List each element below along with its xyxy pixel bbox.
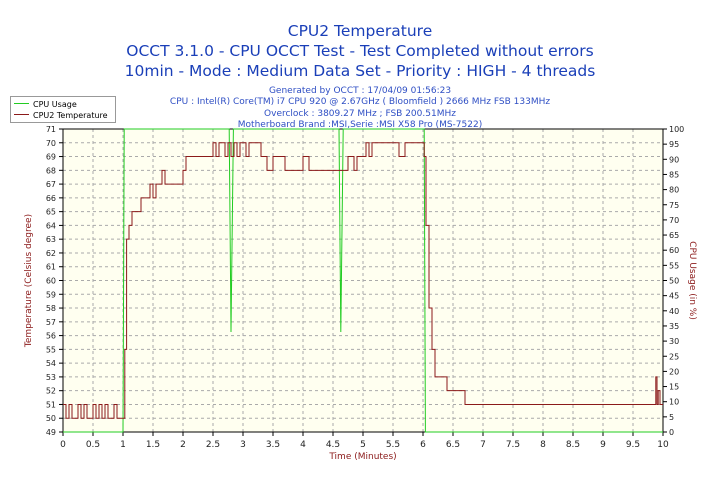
x-tick-label: 7.5 (506, 440, 520, 450)
y2-tick-label: 65 (669, 231, 679, 240)
y2-tick-label: 15 (669, 383, 679, 392)
x-tick-label: 5.5 (386, 440, 400, 450)
chart-header: CPU2 Temperature OCCT 3.1.0 - CPU OCCT T… (0, 0, 720, 131)
y-tick-label: 67 (46, 180, 56, 189)
y2-tick-label: 90 (669, 155, 679, 164)
legend-label-cpu-usage: CPU Usage (33, 100, 77, 109)
y-tick-label: 54 (46, 359, 56, 368)
y-tick-label: 59 (46, 290, 56, 299)
y2-tick-label: 20 (669, 367, 679, 376)
y2-tick-label: 70 (669, 216, 679, 225)
y-tick-label: 55 (46, 345, 56, 354)
y-tick-label: 68 (46, 166, 56, 175)
x-tick-label: 1.5 (146, 440, 160, 450)
y2-tick-label: 100 (669, 125, 684, 134)
y-axis-label: Temperature (Celsius degree) (24, 214, 34, 348)
x-tick-label: 4.5 (326, 440, 340, 450)
chart-subtitle-1: OCCT 3.1.0 - CPU OCCT Test - Test Comple… (126, 42, 594, 60)
y-tick-label: 50 (46, 414, 56, 423)
y-tick-label: 53 (46, 373, 56, 382)
x-tick-label: 5 (360, 440, 366, 450)
y-tick-label: 64 (46, 221, 56, 230)
y-tick-label: 56 (46, 332, 56, 341)
x-tick-label: 8 (540, 440, 546, 450)
x-tick-label: 1 (120, 440, 126, 450)
series-line-cpu2-temperature (63, 142, 663, 419)
x-tick-label: 3 (240, 440, 246, 450)
y-tick-label: 60 (46, 277, 56, 286)
y2-tick-label: 5 (669, 413, 674, 422)
x-axis-label: Time (Minutes) (328, 452, 396, 462)
y2-tick-label: 50 (669, 277, 679, 286)
y-tick-label: 58 (46, 304, 56, 313)
x-tick-label: 10 (657, 440, 669, 450)
y2-axis-label: CPU Usage (in %) (687, 241, 697, 320)
y2-tick-label: 25 (669, 352, 679, 361)
legend-swatch-cpu2-temperature (14, 114, 29, 115)
y2-tick-label: 60 (669, 246, 679, 255)
y-tick-label: 52 (46, 387, 56, 396)
chart-subtitle-2: 10min - Mode : Medium Data Set - Priorit… (124, 62, 596, 80)
y-tick-label: 65 (46, 208, 56, 217)
x-tick-label: 2 (180, 440, 186, 450)
legend-item-cpu2-temperature: CPU2 Temperature (14, 110, 108, 121)
y-tick-label: 62 (46, 249, 56, 258)
x-tick-label: 0 (60, 440, 66, 450)
overclock-line: Overclock : 3809.27 MHz ; FSB 200.51MHz (264, 108, 456, 119)
x-tick-label: 9.5 (626, 440, 640, 450)
y2-tick-label: 30 (669, 337, 679, 346)
x-tick-label: 0.5 (86, 440, 100, 450)
y-tick-label: 57 (46, 318, 56, 327)
chart-title: CPU2 Temperature (287, 22, 433, 40)
y2-tick-label: 75 (669, 201, 679, 210)
y2-tick-label: 95 (669, 140, 679, 149)
y2-tick-label: 40 (669, 307, 679, 316)
x-tick-label: 6 (420, 440, 426, 450)
legend-label-cpu2-temperature: CPU2 Temperature (33, 111, 108, 120)
x-tick-label: 4 (300, 440, 306, 450)
y2-tick-label: 10 (669, 398, 679, 407)
cpu-info-line: CPU : Intel(R) Core(TM) i7 CPU 920 @ 2.6… (169, 97, 551, 108)
y2-tick-label: 35 (669, 322, 679, 331)
legend-item-cpu-usage: CPU Usage (14, 99, 77, 110)
y-tick-label: 63 (46, 235, 56, 244)
y-tick-label: 71 (46, 125, 56, 134)
y2-tick-label: 0 (669, 428, 674, 437)
x-tick-label: 6.5 (446, 440, 460, 450)
y-tick-label: 49 (46, 428, 56, 437)
y-tick-label: 66 (46, 194, 56, 203)
y2-tick-label: 55 (669, 261, 679, 270)
y-tick-label: 70 (46, 139, 56, 148)
y-tick-label: 69 (46, 153, 56, 162)
legend: CPU Usage CPU2 Temperature (10, 96, 116, 123)
y-tick-label: 61 (46, 263, 56, 272)
x-tick-label: 7 (480, 440, 486, 450)
y-tick-label: 51 (46, 400, 56, 409)
series-line-cpu-usage (63, 128, 663, 433)
y2-tick-label: 80 (669, 186, 679, 195)
y2-tick-label: 45 (669, 292, 679, 301)
x-tick-label: 2.5 (206, 440, 220, 450)
motherboard-line: Motherboard Brand :MSI,Serie :MSI X58 Pr… (237, 119, 483, 130)
y2-tick-label: 85 (669, 170, 679, 179)
generated-by-line: Generated by OCCT : 17/04/09 01:56:23 (268, 86, 452, 96)
legend-swatch-cpu-usage (14, 103, 29, 104)
x-tick-label: 3.5 (266, 440, 280, 450)
x-tick-label: 9 (600, 440, 606, 450)
x-tick-label: 8.5 (566, 440, 580, 450)
